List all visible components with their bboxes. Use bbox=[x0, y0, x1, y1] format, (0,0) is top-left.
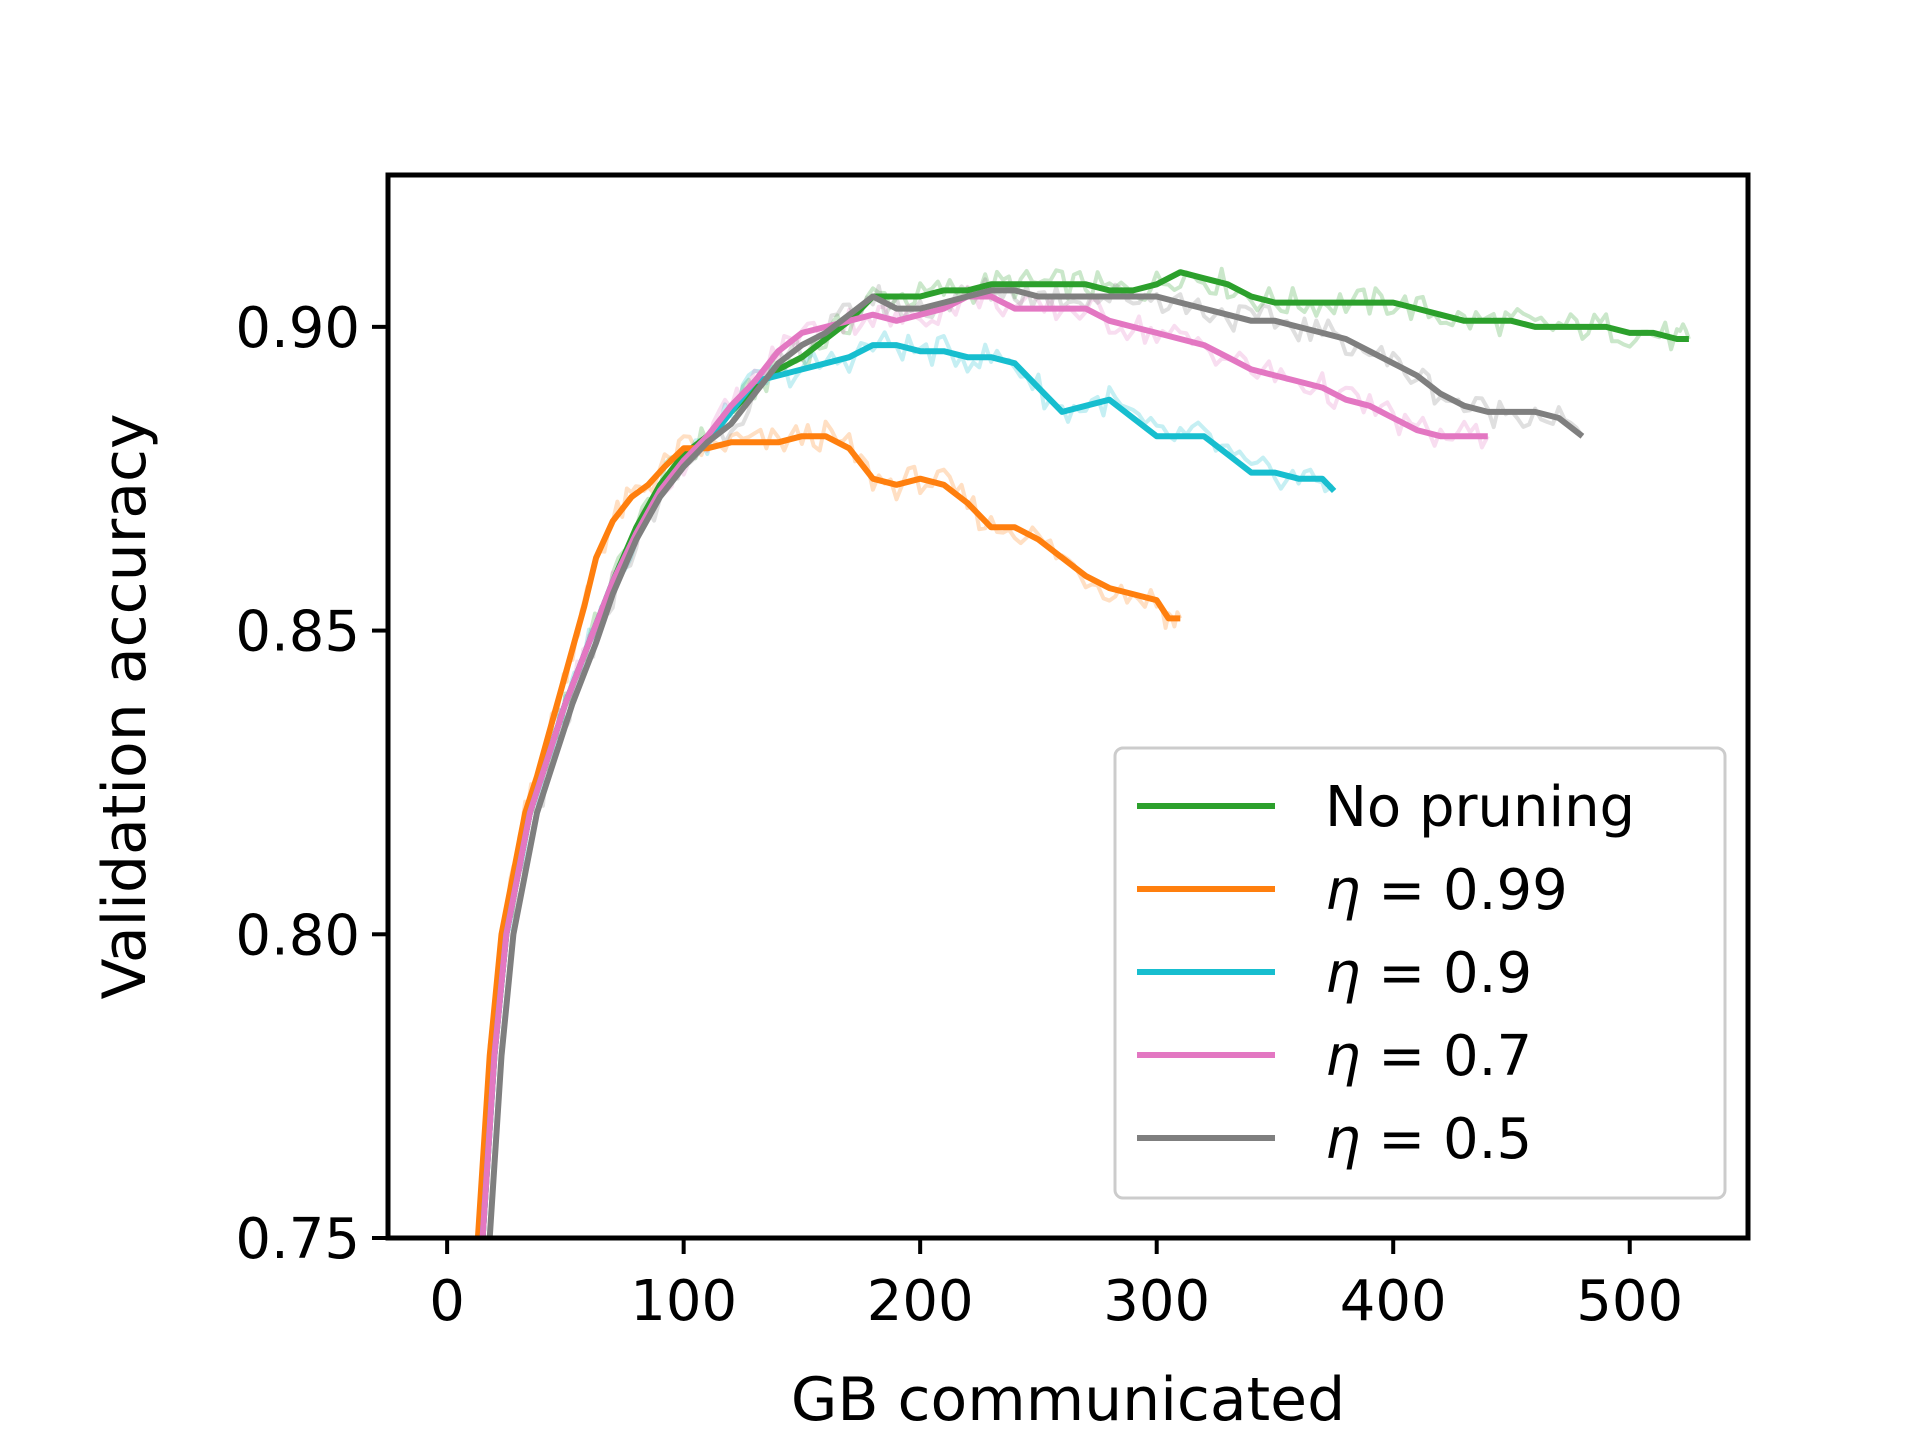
y-tick-label: 0.75 bbox=[235, 1207, 360, 1272]
legend-value: No pruning bbox=[1325, 775, 1635, 840]
series-1-line bbox=[474, 433, 1181, 1238]
legend-label-4: η = 0.5 bbox=[1325, 1107, 1532, 1172]
x-tick-label: 500 bbox=[1576, 1269, 1683, 1334]
y-tick-label: 0.90 bbox=[235, 296, 360, 361]
legend-value: = 0.99 bbox=[1361, 858, 1568, 923]
legend-eta-symbol: η bbox=[1325, 941, 1361, 1006]
y-tick-label: 0.80 bbox=[235, 903, 360, 968]
plot-frame bbox=[385, 172, 1751, 1241]
legend-label-2: η = 0.9 bbox=[1325, 941, 1532, 1006]
x-tick-label: 300 bbox=[1103, 1269, 1210, 1334]
legend-eta-symbol: η bbox=[1325, 1107, 1361, 1172]
x-tick-label: 200 bbox=[867, 1269, 974, 1334]
series-4-line bbox=[486, 287, 1585, 1238]
legend-label-1: η = 0.99 bbox=[1325, 858, 1568, 923]
legend-value: = 0.9 bbox=[1361, 941, 1533, 1006]
y-axis-ticks: 0.75 0.80 0.85 0.90 bbox=[235, 296, 388, 1272]
legend-label-0: No pruning bbox=[1325, 775, 1635, 840]
series-3-line bbox=[479, 293, 1488, 1238]
series-1-raw-trace bbox=[476, 419, 1183, 1238]
legend-label-3: η = 0.7 bbox=[1325, 1024, 1532, 1089]
legend-value: = 0.7 bbox=[1361, 1024, 1533, 1089]
legend-eta-symbol: η bbox=[1325, 858, 1361, 923]
x-tick-label: 400 bbox=[1340, 1269, 1447, 1334]
x-tick-label: 100 bbox=[630, 1269, 737, 1334]
x-tick-label: 0 bbox=[429, 1269, 465, 1334]
series-line-layer bbox=[474, 269, 1689, 1238]
y-axis-label: Validation accuracy bbox=[90, 413, 160, 999]
legend-value: = 0.5 bbox=[1361, 1107, 1533, 1172]
y-tick-label: 0.85 bbox=[235, 600, 360, 665]
x-axis-ticks: 0 100 200 300 400 500 bbox=[429, 1238, 1683, 1334]
legend-eta-symbol: η bbox=[1325, 1024, 1361, 1089]
x-axis-label: GB communicated bbox=[791, 1365, 1345, 1435]
legend-box bbox=[1113, 746, 1727, 1200]
